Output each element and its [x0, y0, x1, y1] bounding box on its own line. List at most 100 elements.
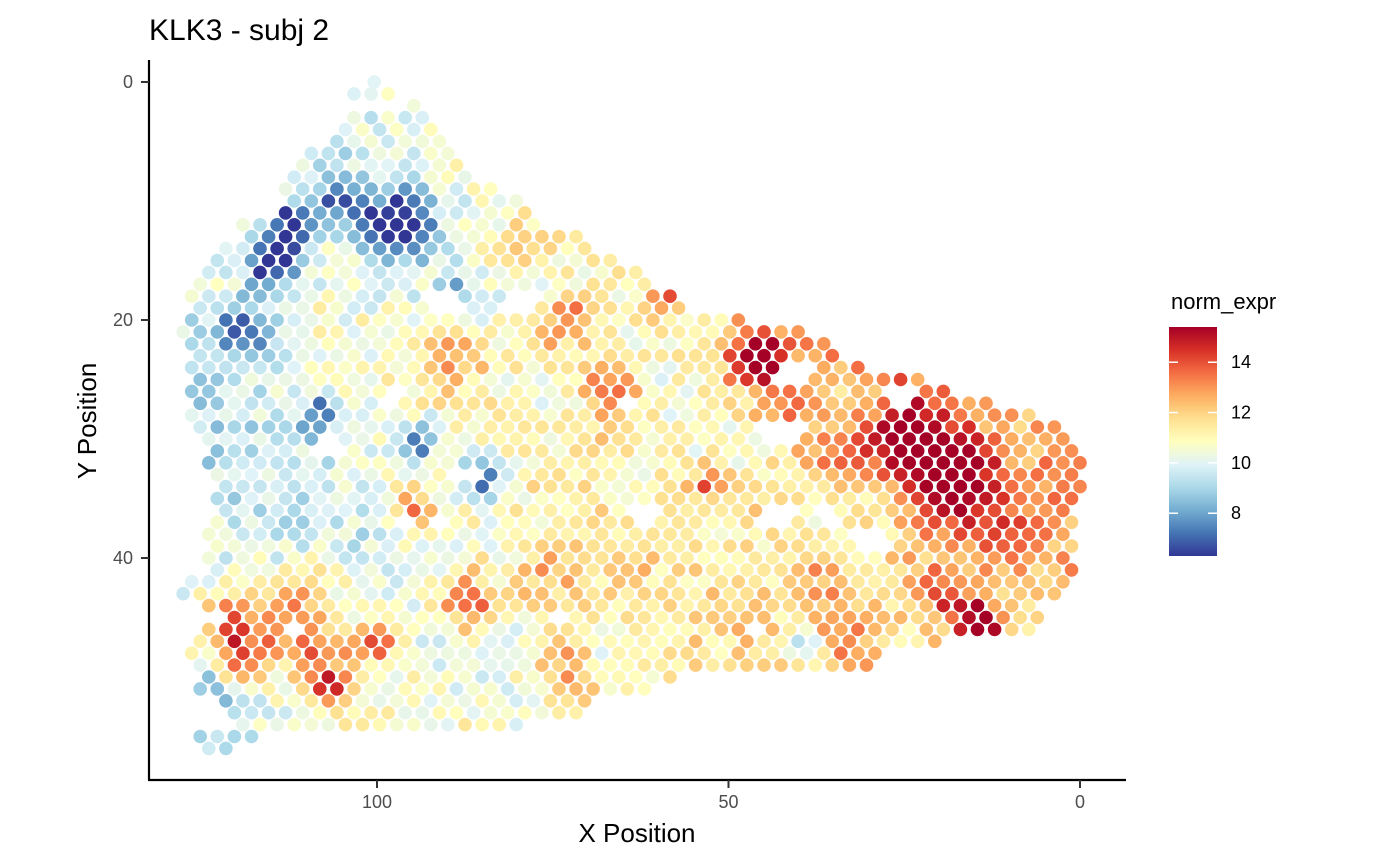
spot: [1030, 539, 1045, 553]
spot: [526, 408, 541, 423]
spot: [1039, 479, 1053, 494]
y-tick-label: 20: [113, 310, 133, 330]
spot: [731, 503, 746, 518]
spot: [586, 444, 600, 458]
spot: [475, 551, 489, 565]
spot: [1013, 444, 1027, 458]
spot: [372, 694, 387, 708]
spot: [688, 491, 703, 506]
spot: [714, 432, 729, 446]
spot: [244, 682, 259, 696]
spot: [876, 586, 891, 601]
spot: [278, 515, 293, 530]
spot: [620, 634, 635, 649]
spot: [928, 420, 942, 434]
legend-tick-label: 8: [1231, 503, 1241, 523]
spot: [919, 408, 934, 423]
spot: [594, 456, 609, 470]
spot: [629, 313, 643, 327]
spot: [1056, 551, 1070, 565]
spot: [407, 575, 421, 589]
spot: [629, 432, 643, 446]
spot: [834, 551, 848, 565]
spot: [338, 717, 353, 732]
spot: [552, 539, 566, 553]
spot: [364, 87, 378, 101]
spot: [270, 384, 284, 399]
spot: [381, 420, 395, 434]
spot: [910, 634, 925, 649]
spot: [936, 408, 951, 423]
spot: [637, 420, 652, 434]
spot: [219, 384, 233, 399]
spot: [842, 420, 857, 434]
spot: [389, 456, 404, 470]
spot: [381, 110, 395, 125]
spot: [330, 420, 344, 434]
spot: [731, 360, 746, 375]
spot: [184, 360, 199, 375]
spot: [808, 515, 822, 530]
spot: [466, 491, 481, 506]
spot: [244, 586, 259, 601]
spot: [663, 575, 677, 589]
spot: [603, 539, 617, 553]
spot: [876, 420, 891, 434]
spot: [492, 503, 507, 518]
spot: [321, 337, 336, 351]
spot: [441, 622, 455, 637]
spot: [253, 218, 267, 232]
spot: [1013, 539, 1027, 553]
spot: [612, 646, 626, 660]
spot: [893, 491, 908, 506]
spot: [799, 622, 814, 637]
spot: [740, 658, 754, 672]
spot: [612, 575, 626, 589]
spot: [928, 467, 942, 482]
spot: [543, 622, 558, 637]
spot: [671, 396, 686, 411]
spot: [910, 491, 925, 506]
spot: [270, 265, 284, 280]
spot: [261, 658, 276, 672]
spot: [654, 563, 669, 577]
spot: [637, 658, 652, 672]
spot: [253, 456, 267, 470]
spot: [313, 277, 327, 292]
spot: [774, 610, 788, 625]
spot: [586, 420, 600, 434]
spot: [253, 575, 267, 589]
spot: [799, 598, 814, 613]
spot: [449, 420, 464, 434]
spot: [705, 396, 720, 411]
spot: [663, 598, 677, 613]
spot: [184, 337, 199, 351]
spot: [355, 146, 370, 161]
spot: [287, 456, 302, 470]
spot: [304, 146, 319, 161]
spot: [594, 384, 609, 399]
spot: [637, 277, 652, 292]
spot: [612, 598, 626, 613]
spot: [603, 563, 617, 577]
spot: [705, 467, 720, 482]
spot: [236, 289, 250, 304]
spot: [1004, 575, 1019, 589]
spot: [313, 396, 327, 411]
spot: [432, 539, 447, 553]
spot: [278, 705, 293, 720]
spot: [663, 360, 677, 375]
spot: [253, 432, 267, 446]
spot: [825, 372, 840, 387]
spot: [842, 444, 857, 458]
spot: [518, 658, 532, 672]
spot: [808, 658, 822, 672]
spot: [799, 575, 814, 589]
spot: [381, 134, 395, 149]
spot: [1056, 456, 1070, 470]
spot: [688, 563, 703, 577]
spot: [705, 325, 720, 339]
spot: [458, 313, 472, 327]
spot: [594, 646, 609, 660]
spot: [910, 563, 925, 577]
